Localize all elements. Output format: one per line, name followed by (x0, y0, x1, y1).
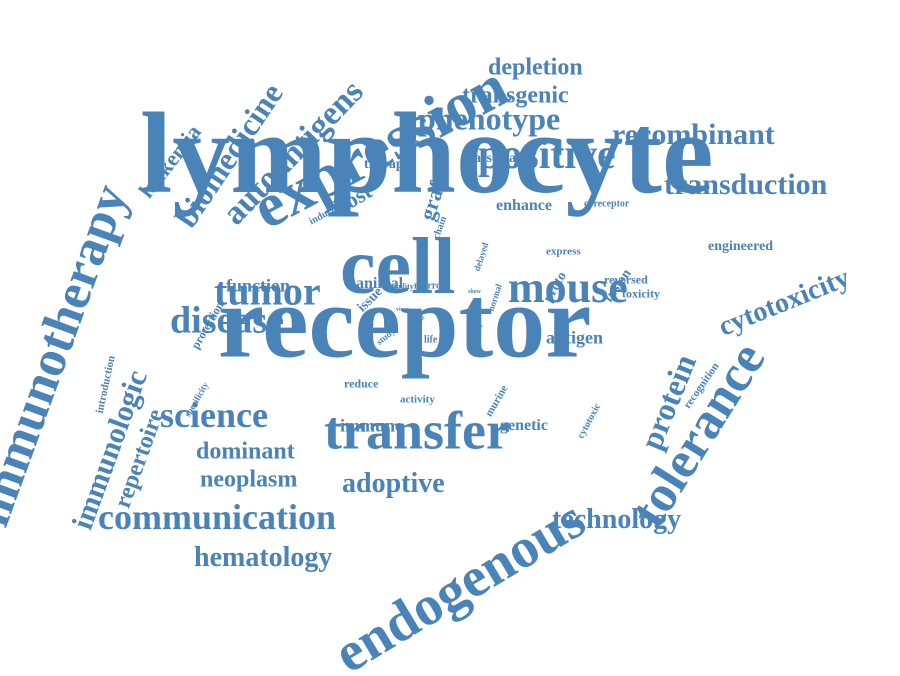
word-clone: clone (440, 340, 454, 347)
word-life: life (424, 334, 438, 346)
word-lymphocyte: lymphocyte (140, 90, 714, 219)
word-reduce: reduce (344, 376, 379, 391)
word-depletion: depletion (488, 54, 583, 81)
word-function: function (226, 275, 291, 296)
word-therapy: therapy (364, 156, 411, 172)
word-marrow: marrow (414, 280, 449, 292)
word-science: science (160, 395, 268, 436)
word-toxicity: toxicity (622, 286, 660, 301)
word-mouse: mouse (508, 263, 628, 313)
word-cytotoxicity: cytotoxicity (714, 261, 855, 343)
word-animal: animal (356, 275, 404, 293)
word-dominant: dominant (196, 438, 295, 465)
word-engineered: engineered (708, 238, 774, 254)
word-coreceptor: coreceptor (584, 198, 630, 210)
word-transfer: transfer (324, 400, 510, 461)
word-neoplasm: neoplasm (200, 466, 298, 493)
word-express: express (546, 245, 581, 258)
word-cell: cell (340, 223, 456, 312)
word-tumor: tumor (214, 268, 321, 314)
word-phenotype: phenotype (418, 100, 561, 137)
word-enhance: enhance (496, 197, 552, 215)
word-associated: associated (474, 150, 535, 166)
word-ability: ability (392, 282, 414, 292)
word-receptor: receptor (218, 264, 592, 380)
word-adoptive: adoptive (342, 467, 445, 499)
word-transgenic: transgenic (462, 82, 569, 109)
word-cytotoxic: cytotoxic (575, 401, 604, 441)
word-immune: immune (340, 415, 403, 436)
word-reversed: reversed (604, 272, 648, 287)
word-technology: technology (552, 503, 682, 535)
word-transduction: transduction (664, 168, 828, 202)
word-recombinant: recombinant (612, 118, 775, 152)
word-genetic: genetic (500, 417, 548, 435)
word-show: show (468, 288, 482, 295)
word-virus: virus (396, 306, 410, 313)
word-immunotherapy: immunotherapy (0, 177, 140, 534)
word-communication: communication (98, 497, 336, 538)
word-positive: positive (478, 131, 616, 178)
word-hematology: hematology (194, 541, 333, 573)
word-disease: disease (170, 299, 284, 342)
word-activity: activity (400, 393, 435, 406)
word-antigen: antigen (546, 327, 604, 348)
